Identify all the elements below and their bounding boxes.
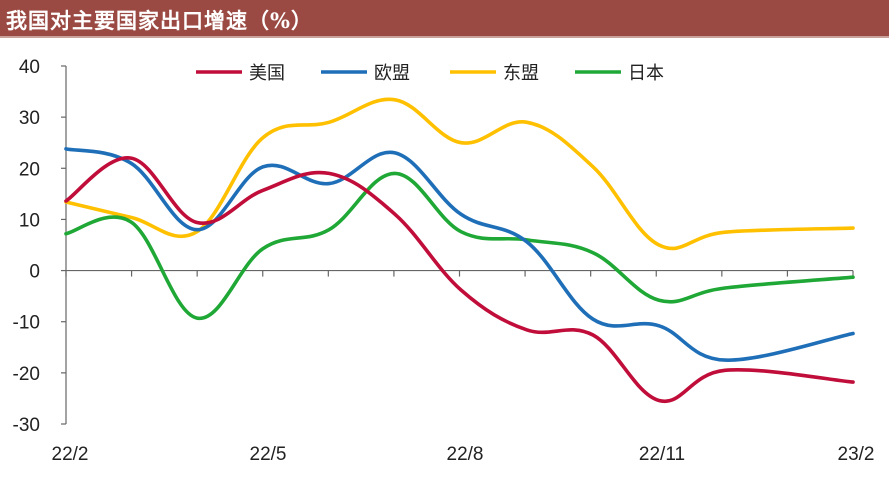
x-tick-label: 22/2 bbox=[52, 444, 89, 465]
legend-label: 美国 bbox=[249, 63, 285, 84]
legend-label: 欧盟 bbox=[374, 63, 410, 84]
series-line-3 bbox=[64, 97, 855, 251]
x-tick-label: 23/2 bbox=[838, 444, 875, 465]
y-tick-label: 30 bbox=[19, 108, 40, 129]
title-divider bbox=[0, 36, 889, 38]
y-tick-label: -20 bbox=[13, 364, 40, 385]
title-bar: 我国对主要国家出口增速（%） bbox=[0, 0, 889, 36]
chart-title: 我国对主要国家出口增速（%） bbox=[6, 8, 313, 33]
y-tick-label: -30 bbox=[13, 415, 40, 436]
y-tick-label: 40 bbox=[19, 57, 40, 78]
legend-label: 日本 bbox=[628, 63, 664, 84]
series-line-4 bbox=[64, 171, 855, 320]
x-tick-label: 22/5 bbox=[250, 444, 287, 465]
y-tick-label: 10 bbox=[19, 210, 40, 231]
x-tick-label: 22/11 bbox=[639, 444, 685, 465]
y-tick-label: -10 bbox=[13, 313, 40, 334]
legend-label: 东盟 bbox=[503, 63, 539, 84]
series-line-2 bbox=[64, 147, 855, 362]
chart-series bbox=[64, 97, 855, 404]
chart-axes: 40 30 20 10 0 -10 -20 -30 22/2 22/5 22/8 22/11 23/2 bbox=[13, 57, 875, 465]
series-line-1 bbox=[64, 156, 855, 404]
y-tick-label: 0 bbox=[29, 262, 40, 283]
y-tick-label: 20 bbox=[19, 159, 40, 180]
x-tick-label: 22/8 bbox=[447, 444, 484, 465]
chart-legend: 美国 欧盟 东盟 日本 bbox=[196, 63, 664, 84]
